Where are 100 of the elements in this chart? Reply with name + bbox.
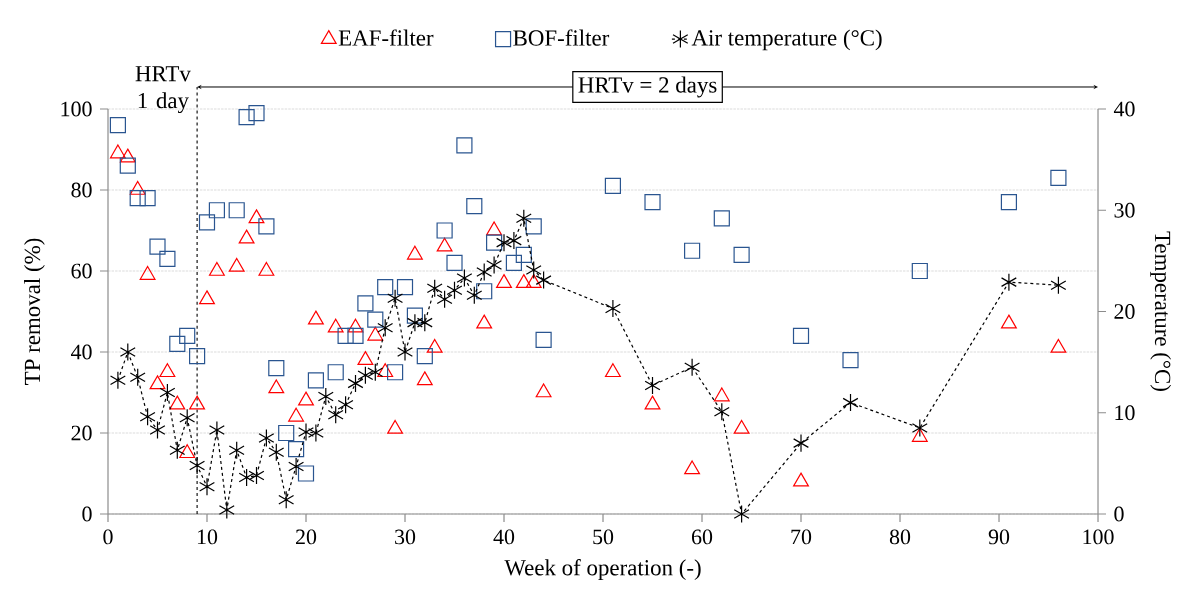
point — [397, 342, 413, 362]
point — [298, 391, 314, 406]
point — [525, 274, 542, 288]
point — [406, 313, 423, 332]
point — [525, 218, 542, 235]
point — [189, 456, 206, 475]
point — [426, 338, 443, 353]
x-tick-label: 0 — [103, 529, 113, 545]
x-tick-label: 80 — [889, 529, 911, 545]
point — [288, 457, 305, 476]
point — [139, 190, 156, 207]
point — [436, 237, 453, 252]
point — [733, 246, 750, 263]
point — [476, 283, 493, 300]
point — [911, 418, 928, 438]
point — [515, 246, 532, 263]
y2-tick-label: 30 — [1114, 202, 1135, 218]
point — [238, 229, 255, 244]
point — [604, 177, 622, 195]
y2-tick-label: 40 — [1113, 101, 1135, 117]
point — [307, 423, 324, 443]
point — [119, 157, 136, 174]
point — [347, 327, 364, 344]
point — [357, 295, 374, 312]
point — [307, 372, 324, 389]
point — [189, 347, 206, 365]
point — [505, 231, 522, 250]
point — [159, 383, 176, 402]
point — [1000, 273, 1017, 292]
point — [199, 290, 215, 305]
point — [367, 311, 384, 328]
point — [525, 260, 542, 280]
y2-axis-title: Temperature (°C) — [1150, 231, 1172, 391]
point — [684, 460, 701, 475]
point — [159, 363, 176, 378]
point — [515, 274, 532, 288]
point — [298, 422, 314, 442]
point — [911, 262, 928, 280]
point — [278, 490, 295, 509]
point — [169, 395, 186, 410]
point — [337, 327, 354, 344]
legend-label: EAF-filter — [338, 29, 434, 46]
point — [268, 360, 285, 377]
point — [1050, 169, 1067, 186]
point — [129, 190, 146, 207]
point — [377, 318, 394, 337]
point — [456, 137, 473, 154]
x-tick-label: 10 — [197, 529, 218, 545]
point — [367, 326, 384, 341]
x-tick-label: 30 — [395, 529, 416, 545]
point — [713, 210, 730, 227]
point — [793, 434, 809, 453]
point — [387, 289, 404, 308]
point — [327, 405, 344, 424]
point — [367, 363, 384, 382]
point — [218, 500, 235, 520]
x-tick-label: 70 — [791, 529, 812, 545]
point — [179, 444, 196, 459]
point — [486, 255, 503, 275]
point — [228, 202, 245, 219]
point — [327, 318, 344, 333]
point — [169, 335, 186, 352]
point — [208, 202, 225, 219]
y2-tick-label: 0 — [1114, 506, 1124, 522]
legend-label: BOF-filter — [513, 29, 610, 46]
point — [911, 427, 928, 442]
y-tick-label: 0 — [82, 506, 92, 522]
x-tick-label: 60 — [691, 529, 713, 545]
point — [713, 387, 730, 402]
x-tick-label: 90 — [988, 529, 1010, 545]
point — [436, 222, 453, 239]
point — [258, 218, 275, 235]
point — [396, 279, 414, 296]
point — [1050, 338, 1067, 353]
point — [842, 393, 859, 412]
point — [496, 274, 512, 288]
point — [317, 387, 334, 406]
point — [189, 395, 206, 410]
point — [416, 347, 433, 365]
point — [466, 286, 483, 305]
point — [842, 352, 859, 369]
point — [535, 383, 552, 398]
point — [1050, 276, 1067, 295]
y-tick-label: 20 — [71, 425, 92, 441]
point — [377, 279, 394, 296]
point — [387, 364, 404, 381]
x-tick-label: 20 — [296, 529, 317, 545]
point — [713, 402, 730, 421]
point — [446, 254, 463, 271]
point — [604, 299, 621, 318]
point — [377, 363, 394, 378]
point — [496, 233, 512, 252]
y-tick-label: 40 — [71, 344, 92, 360]
point — [179, 408, 196, 427]
point — [119, 342, 136, 362]
point — [476, 314, 493, 329]
point — [109, 117, 126, 134]
point — [406, 307, 423, 324]
y2-tick-label: 10 — [1115, 405, 1135, 421]
point — [248, 104, 265, 122]
